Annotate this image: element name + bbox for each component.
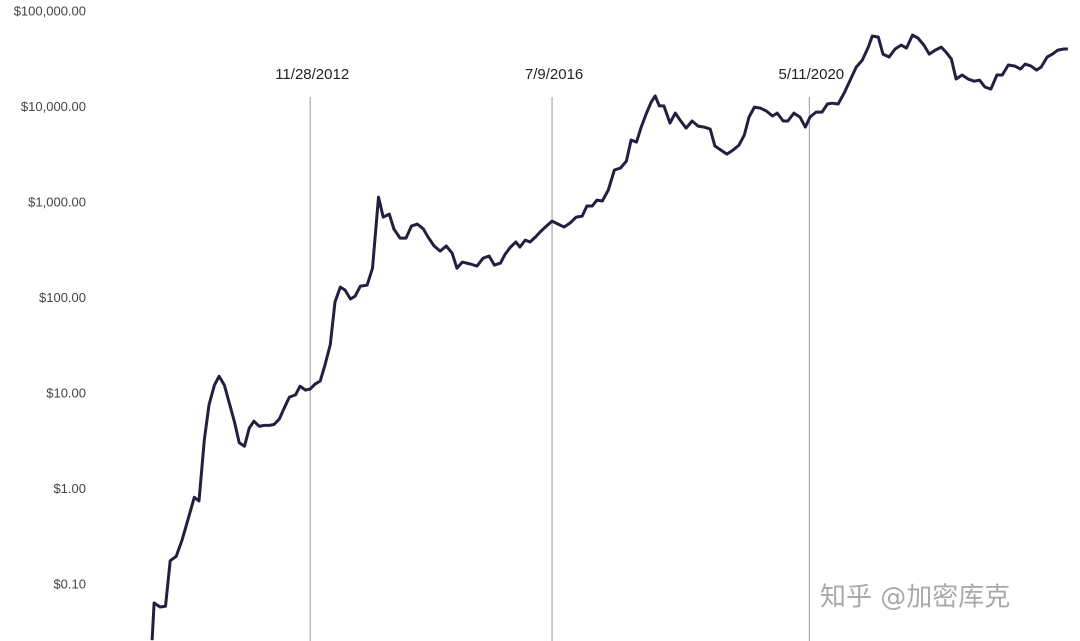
annotation-label: 5/11/2020 (779, 66, 845, 83)
annotation-label: 11/28/2012 (275, 66, 349, 83)
annotation-label: 7/9/2016 (525, 66, 583, 83)
y-tick-label: $10,000.00 (21, 99, 86, 114)
y-tick-label: $10.00 (46, 386, 86, 401)
price-line (150, 33, 1068, 641)
y-tick-label: $1.00 (53, 481, 86, 496)
y-tick-label: $100.00 (39, 290, 86, 305)
watermark: 知乎 @加密库克 (820, 583, 1010, 613)
y-tick-label: $1,000.00 (28, 195, 86, 210)
y-tick-label: $100,000.00 (14, 3, 86, 18)
y-tick-label: $0.10 (53, 577, 86, 592)
